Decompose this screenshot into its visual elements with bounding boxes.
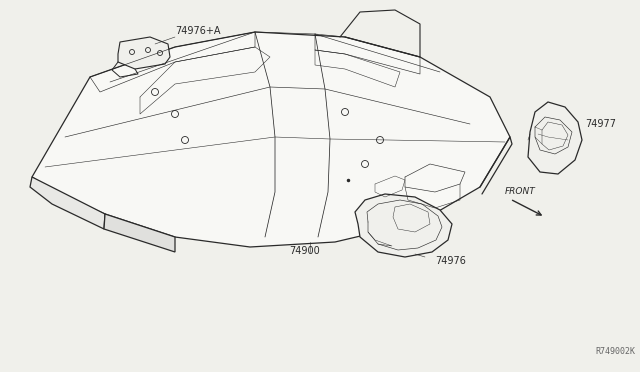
Polygon shape — [30, 177, 105, 229]
Text: FRONT: FRONT — [505, 187, 536, 196]
Text: 74900: 74900 — [290, 246, 321, 256]
Polygon shape — [118, 37, 170, 69]
Polygon shape — [355, 194, 452, 257]
Polygon shape — [32, 32, 510, 247]
Polygon shape — [104, 214, 175, 252]
Text: 74976: 74976 — [435, 256, 466, 266]
Text: R749002K: R749002K — [595, 347, 635, 356]
Text: 74976+A: 74976+A — [175, 26, 221, 36]
Polygon shape — [528, 102, 582, 174]
Text: 74977: 74977 — [585, 119, 616, 129]
